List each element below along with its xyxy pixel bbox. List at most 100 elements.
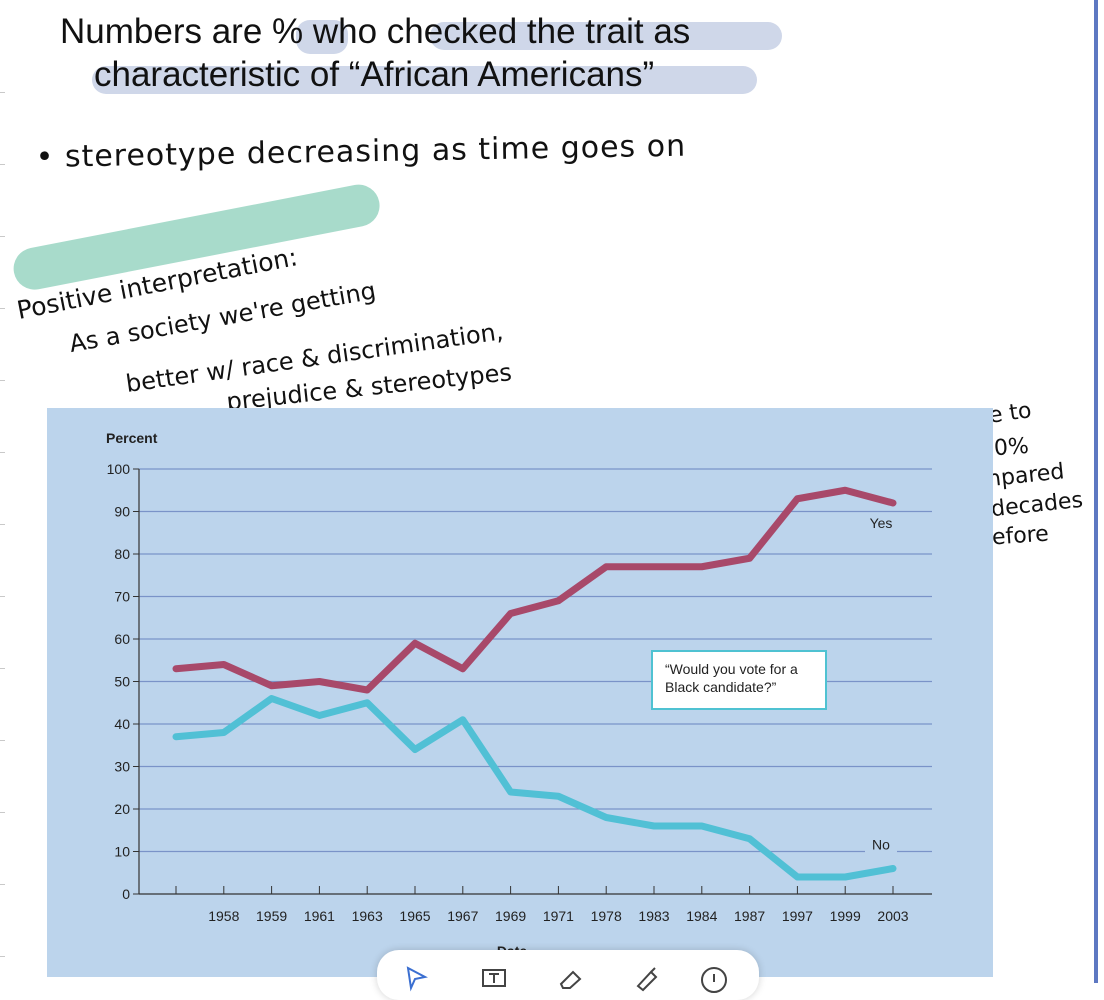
- margin-tick: [0, 92, 5, 93]
- y-axis-title: Percent: [106, 430, 158, 446]
- chart-panel: 0 10 20 30 40 50 60 70 80 90 100 1958 1959 1961 1963 19…: [47, 408, 993, 977]
- data-point: [796, 498, 798, 500]
- slide-title-line-2: characteristic of “African Americans”: [94, 55, 655, 94]
- y-tick-label: 10: [114, 844, 130, 860]
- data-point: [557, 795, 559, 797]
- chart-callout-box: “Would you vote for a Black candidate?”: [651, 650, 827, 710]
- margin-tick: [0, 524, 5, 525]
- x-tick-label: 1978: [591, 908, 622, 924]
- data-point: [701, 825, 703, 827]
- data-point: [749, 557, 751, 559]
- data-point: [653, 566, 655, 568]
- data-point: [557, 600, 559, 602]
- margin-tick: [0, 884, 5, 885]
- data-point: [844, 876, 846, 878]
- x-tick-label: 1965: [399, 908, 430, 924]
- y-tick-label: 20: [114, 801, 130, 817]
- data-point: [366, 689, 368, 691]
- x-tick-label: 1959: [256, 908, 287, 924]
- x-tick-label: 1958: [208, 908, 239, 924]
- y-tick-label: 0: [122, 886, 130, 902]
- data-point: [414, 749, 416, 750]
- margin-tick: [0, 236, 5, 237]
- x-tick-label: 1987: [734, 908, 765, 924]
- y-tick-label: 30: [114, 759, 130, 775]
- margin-tick: [0, 308, 5, 309]
- data-point: [462, 719, 464, 721]
- data-point: [653, 825, 655, 827]
- series-label-bg: [865, 835, 897, 854]
- slide-title-line-1: Numbers are % who checked the trait as: [60, 12, 691, 51]
- y-tick-label: 90: [114, 504, 130, 520]
- data-point: [271, 685, 273, 687]
- data-point: [318, 681, 320, 682]
- x-tick-label: 1961: [304, 908, 335, 924]
- pointer-icon: [406, 966, 428, 992]
- x-tick-label: 1983: [638, 908, 669, 924]
- margin-tick: [0, 812, 5, 813]
- y-tick-label: 80: [114, 546, 130, 562]
- margin-tick: [0, 380, 5, 381]
- x-tick-label: 1967: [447, 908, 478, 924]
- data-point: [892, 502, 894, 504]
- margin-tick: [0, 596, 5, 597]
- x-tick-label: 1997: [782, 908, 813, 924]
- text-box-icon: [482, 969, 506, 987]
- page-edge-rule: [1094, 0, 1098, 983]
- data-point: [844, 489, 846, 491]
- data-point: [510, 613, 512, 614]
- data-point: [892, 868, 894, 869]
- page-margin-ticks: [0, 0, 6, 983]
- y-tick-label: 100: [107, 461, 131, 477]
- data-point: [366, 702, 368, 704]
- series-label: Yes: [870, 515, 893, 531]
- data-point: [605, 566, 607, 568]
- data-point: [175, 668, 177, 670]
- pointer-tool-button[interactable]: [399, 960, 433, 994]
- margin-tick: [0, 164, 5, 165]
- data-point: [318, 715, 320, 716]
- data-point: [605, 817, 607, 818]
- data-point: [414, 642, 416, 644]
- highlighter-tool-button[interactable]: [629, 960, 663, 994]
- title-highlight-percent: [296, 20, 348, 54]
- x-tick-label: 1971: [543, 908, 574, 924]
- margin-tick: [0, 956, 5, 957]
- data-point: [175, 736, 177, 738]
- series-label: No: [872, 837, 890, 853]
- series-line-yes: [172, 486, 897, 694]
- margin-tick: [0, 452, 5, 453]
- y-tick-label: 60: [114, 631, 130, 647]
- series-line-no: [172, 695, 897, 881]
- y-tick-label: 70: [114, 589, 130, 605]
- data-point: [462, 668, 464, 670]
- data-point: [749, 838, 751, 840]
- line-chart: 0 10 20 30 40 50 60 70 80 90 100 1958 1959 1961 1963 19…: [106, 430, 932, 959]
- margin-tick: [0, 740, 5, 741]
- title-highlight-line2: [92, 66, 757, 94]
- highlighter-icon: [636, 967, 658, 992]
- data-point: [223, 732, 225, 733]
- info-tool-button[interactable]: [697, 960, 731, 994]
- x-tick-label: 1984: [686, 908, 717, 924]
- x-tick-label: 1963: [352, 908, 383, 924]
- eraser-tool-button[interactable]: [553, 960, 587, 994]
- eraser-icon: [559, 970, 582, 989]
- series-label-bg: [865, 514, 897, 532]
- data-point: [223, 664, 225, 665]
- handwritten-note-stereotype: • stereotype decreasing as time goes on: [35, 128, 687, 175]
- data-point: [701, 566, 703, 568]
- data-point: [271, 698, 273, 699]
- y-tick-label: 40: [114, 716, 130, 732]
- x-tick-label: 2003: [877, 908, 908, 924]
- y-tick-label: 50: [114, 674, 130, 690]
- data-point: [796, 876, 798, 878]
- margin-tick: [0, 668, 5, 669]
- text-box-tool-button[interactable]: [477, 960, 511, 994]
- x-tick-label: 1969: [495, 908, 526, 924]
- title-highlight-line1: [430, 22, 782, 50]
- annotation-toolbar: [377, 950, 759, 1000]
- x-tick-label: 1999: [830, 908, 861, 924]
- data-point: [510, 791, 512, 793]
- info-icon: [701, 967, 727, 993]
